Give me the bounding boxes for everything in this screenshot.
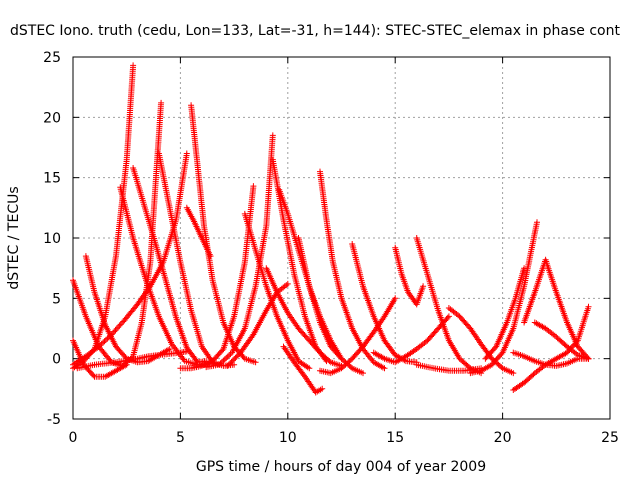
- series-9: [74, 348, 190, 372]
- series-markers: [349, 241, 420, 366]
- y-axis-label: dSTEC / TECUs: [6, 186, 22, 289]
- series-29: [467, 219, 540, 377]
- series-markers: [70, 99, 165, 369]
- y-tick-label: -5: [47, 412, 61, 428]
- series-markers: [482, 265, 528, 362]
- grid-lines: [73, 57, 610, 419]
- y-tick-label: 25: [43, 50, 61, 66]
- series-markers: [510, 349, 592, 369]
- series-markers: [177, 183, 257, 372]
- series-20: [317, 168, 388, 372]
- series-7: [82, 253, 173, 366]
- series-26: [413, 235, 485, 377]
- chart-title: dSTEC Iono. truth (cedu, Lon=133, Lat=-3…: [10, 23, 620, 39]
- series-34: [510, 349, 592, 369]
- series-19: [280, 343, 326, 396]
- series-markers: [263, 265, 345, 369]
- x-tick-label: 5: [176, 430, 185, 446]
- series-markers: [70, 150, 190, 368]
- series-markers: [392, 244, 427, 308]
- x-tick-label: 15: [386, 430, 404, 446]
- series-11: [183, 204, 214, 260]
- series-markers: [413, 235, 485, 377]
- y-tick-label: 20: [43, 110, 61, 126]
- series-14: [203, 132, 276, 371]
- data-series: [70, 62, 592, 396]
- series-12: [177, 183, 257, 372]
- series-markers: [521, 256, 592, 362]
- series-markers: [74, 348, 190, 372]
- series-markers: [70, 62, 137, 372]
- series-markers: [82, 253, 173, 366]
- series-markers: [317, 295, 399, 377]
- x-tick-label: 0: [69, 430, 78, 446]
- series-markers: [183, 204, 214, 260]
- y-tick-label: 5: [52, 291, 61, 307]
- series-30: [482, 265, 528, 362]
- series-23: [349, 241, 420, 366]
- series-3: [70, 99, 165, 369]
- x-tick-label: 20: [494, 430, 512, 446]
- series-5: [117, 184, 210, 368]
- x-axis-label: GPS time / hours of day 004 of year 2009: [196, 459, 486, 475]
- series-17: [263, 265, 345, 369]
- y-tick-label: 10: [43, 231, 61, 247]
- x-tick-label: 10: [279, 430, 297, 446]
- series-markers: [280, 343, 326, 396]
- x-tick-label: 25: [601, 430, 619, 446]
- axis-ticks: 0 5 10 15 20 25 -5 0 5 10 15 20 25: [43, 50, 619, 446]
- series-markers: [467, 219, 540, 377]
- series-markers: [117, 184, 210, 368]
- series-markers: [203, 132, 276, 371]
- series-1: [70, 62, 137, 372]
- series-32: [521, 256, 592, 362]
- series-markers: [70, 337, 130, 380]
- y-tick-label: 15: [43, 171, 61, 187]
- series-24: [392, 244, 427, 308]
- y-tick-label: 0: [52, 352, 61, 368]
- series-markers: [317, 168, 388, 372]
- series-6: [70, 150, 190, 368]
- series-8: [70, 337, 130, 380]
- series-22: [317, 295, 399, 377]
